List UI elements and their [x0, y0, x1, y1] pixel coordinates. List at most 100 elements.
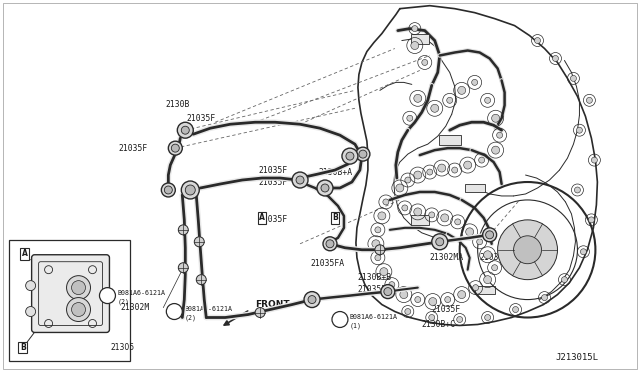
Text: 21302MA: 21302MA — [430, 253, 464, 262]
Circle shape — [402, 205, 408, 211]
Circle shape — [317, 180, 333, 196]
Circle shape — [497, 132, 502, 138]
Circle shape — [432, 234, 448, 250]
Text: 21035F: 21035F — [358, 285, 387, 294]
Text: B: B — [20, 343, 26, 352]
Circle shape — [389, 282, 395, 288]
Circle shape — [372, 240, 380, 248]
Circle shape — [99, 288, 115, 304]
Text: B: B — [337, 317, 342, 323]
Bar — [411, 33, 429, 44]
Circle shape — [492, 146, 500, 154]
Bar — [9, 240, 131, 361]
Circle shape — [486, 231, 493, 239]
Text: 2130B: 2130B — [165, 100, 189, 109]
Text: 21035FA: 21035FA — [310, 259, 344, 268]
Circle shape — [591, 157, 597, 163]
Circle shape — [196, 275, 206, 285]
Circle shape — [72, 302, 86, 317]
Circle shape — [577, 127, 582, 133]
Circle shape — [580, 249, 586, 255]
Circle shape — [492, 114, 500, 122]
Circle shape — [181, 126, 189, 134]
Text: A: A — [259, 214, 265, 222]
Circle shape — [427, 169, 433, 175]
Circle shape — [308, 296, 316, 304]
Circle shape — [195, 237, 204, 247]
Circle shape — [414, 171, 422, 179]
Circle shape — [477, 239, 483, 245]
Text: (1): (1) — [350, 322, 362, 329]
Circle shape — [296, 176, 304, 184]
Circle shape — [441, 214, 449, 222]
Circle shape — [483, 228, 497, 242]
Circle shape — [436, 238, 444, 246]
Circle shape — [484, 276, 492, 283]
Circle shape — [304, 292, 320, 308]
Circle shape — [484, 314, 491, 321]
Circle shape — [359, 150, 367, 158]
Circle shape — [255, 308, 265, 318]
Circle shape — [466, 228, 474, 236]
Bar — [465, 184, 484, 192]
Circle shape — [321, 184, 329, 192]
Text: 21305: 21305 — [111, 343, 134, 352]
Text: B081A6-6121A: B081A6-6121A — [350, 314, 398, 320]
Circle shape — [168, 141, 182, 155]
Text: 2130B+B: 2130B+B — [358, 273, 392, 282]
Circle shape — [411, 42, 419, 49]
Circle shape — [586, 97, 593, 103]
Circle shape — [383, 199, 389, 205]
Text: J213015L: J213015L — [556, 353, 598, 362]
Text: B081A6-6121A: B081A6-6121A — [118, 289, 166, 296]
Circle shape — [384, 288, 392, 296]
Circle shape — [575, 187, 580, 193]
Circle shape — [541, 295, 547, 301]
Text: 21035F: 21035F — [118, 144, 148, 153]
Circle shape — [375, 245, 385, 255]
Text: 21035F: 21035F — [479, 253, 509, 262]
Circle shape — [405, 308, 411, 314]
Text: B: B — [172, 308, 177, 315]
Text: 21035F: 21035F — [186, 114, 216, 123]
Text: 21035F: 21035F — [432, 305, 461, 314]
Circle shape — [414, 208, 422, 216]
Text: FRONT: FRONT — [255, 300, 290, 309]
Circle shape — [498, 220, 557, 280]
Circle shape — [414, 94, 422, 102]
Circle shape — [356, 147, 370, 161]
Circle shape — [447, 97, 452, 103]
Text: (2): (2) — [118, 298, 129, 305]
Circle shape — [513, 236, 541, 264]
Circle shape — [381, 285, 395, 299]
Circle shape — [380, 268, 388, 276]
Circle shape — [323, 237, 337, 251]
Circle shape — [179, 263, 188, 273]
Text: 21035F: 21035F — [258, 177, 287, 186]
Circle shape — [552, 55, 559, 61]
Circle shape — [26, 280, 36, 291]
Circle shape — [464, 161, 472, 169]
Circle shape — [431, 104, 439, 112]
Circle shape — [479, 157, 484, 163]
Text: 21302M: 21302M — [120, 303, 150, 312]
Circle shape — [561, 277, 568, 283]
Circle shape — [458, 291, 466, 299]
Text: B: B — [332, 214, 338, 222]
Circle shape — [396, 184, 404, 192]
Circle shape — [166, 304, 182, 320]
Circle shape — [332, 311, 348, 327]
Circle shape — [484, 97, 491, 103]
Circle shape — [72, 280, 86, 295]
Circle shape — [458, 86, 466, 94]
Circle shape — [415, 296, 420, 302]
Text: 21035F: 21035F — [258, 215, 287, 224]
Circle shape — [534, 38, 541, 44]
Circle shape — [400, 291, 408, 299]
FancyBboxPatch shape — [31, 255, 109, 333]
Circle shape — [67, 298, 90, 321]
Circle shape — [179, 225, 188, 235]
Circle shape — [472, 79, 477, 86]
Text: B081A6-6121A: B081A6-6121A — [184, 305, 232, 311]
Circle shape — [67, 276, 90, 299]
